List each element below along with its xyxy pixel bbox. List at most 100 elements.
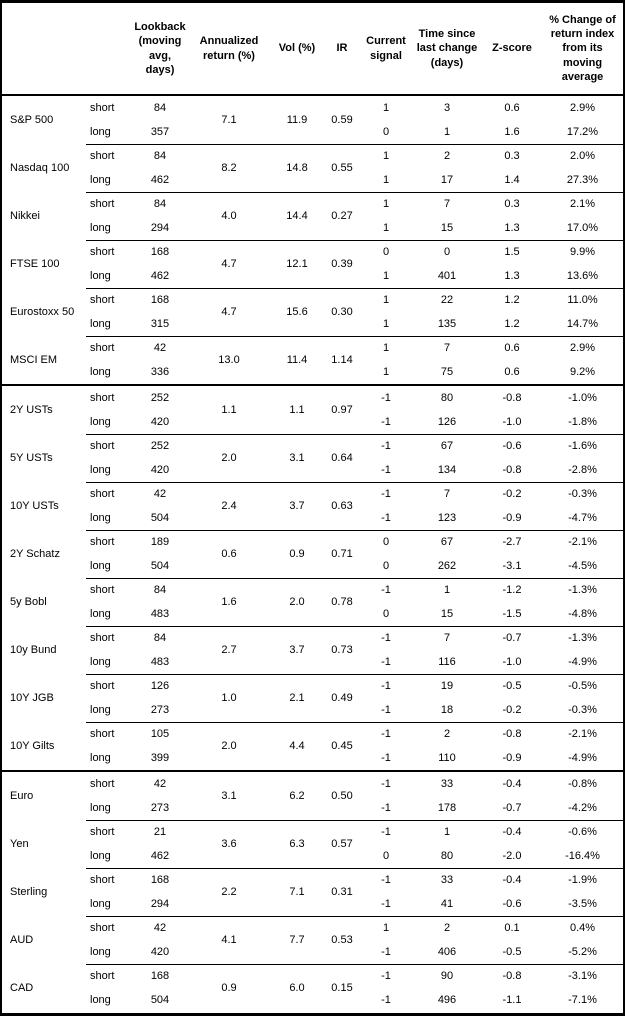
pct-change-value: 2.9%	[569, 102, 596, 114]
table-body: S&P 500 short 84 1 3 0.6 2.9% long 357 0 1 1.6 17.2%…	[2, 96, 623, 1013]
pct-change-value: 2.0%	[569, 150, 596, 162]
asset-name: 10Y USTs	[10, 500, 59, 512]
signal-value: -1	[381, 488, 391, 500]
pct-change-value: -4.9%	[568, 656, 597, 668]
z-score-value: -0.2	[502, 488, 522, 500]
z-score-value: 1.4	[504, 174, 520, 186]
signal-value: 1	[382, 174, 390, 186]
z-score-value: -0.6	[502, 440, 522, 452]
annualized-return-value: 4.1	[221, 934, 237, 946]
signal-value: 1	[382, 294, 390, 306]
time-since-value: 126	[437, 416, 457, 428]
pct-change-value: -0.6%	[568, 826, 597, 838]
row-divider	[86, 916, 623, 917]
lookback-value: 84	[153, 102, 167, 114]
pct-change-value: 9.9%	[569, 246, 596, 258]
row-divider	[86, 820, 623, 821]
time-since-value: 33	[440, 778, 454, 790]
signal-value: -1	[381, 778, 391, 790]
time-since-value: 496	[437, 994, 457, 1006]
signal-value: 0	[382, 126, 390, 138]
time-since-value: 15	[440, 608, 454, 620]
lookback-value: 189	[150, 536, 170, 548]
z-score-value: -1.1	[502, 994, 522, 1006]
lookback-value: 294	[150, 898, 170, 910]
lookback-value: 168	[150, 970, 170, 982]
lookback-value: 483	[150, 608, 170, 620]
vol-value: 7.7	[289, 934, 305, 946]
asset-block: 10Y JGB short 126 -1 19 -0.5 -0.5% long 273 -1 18 -…	[2, 674, 623, 722]
asset-name: S&P 500	[10, 114, 54, 126]
pct-change-value: -1.3%	[568, 632, 597, 644]
row-divider	[86, 288, 623, 289]
ir-value: 0.71	[331, 548, 353, 560]
z-score-value: 0.3	[504, 198, 520, 210]
row-divider	[86, 530, 623, 531]
z-score-value: 1.3	[504, 222, 520, 234]
z-score-value: -0.5	[502, 946, 522, 958]
leg-label: short	[90, 198, 115, 210]
z-score-value: -0.7	[502, 632, 522, 644]
z-score-value: -1.0	[502, 656, 522, 668]
time-since-value: 15	[440, 222, 454, 234]
lookback-value: 420	[150, 946, 170, 958]
z-score-value: -1.0	[502, 416, 522, 428]
time-since-value: 178	[437, 802, 457, 814]
z-score-value: -0.5	[502, 680, 522, 692]
lookback-value: 84	[153, 584, 167, 596]
z-score-value: -0.6	[502, 898, 522, 910]
pct-change-value: -5.2%	[568, 946, 597, 958]
lookback-value: 84	[153, 632, 167, 644]
pct-change-value: 0.4%	[569, 922, 596, 934]
signal-value: -1	[381, 464, 391, 476]
time-since-value: 2	[443, 150, 451, 162]
z-score-value: 1.3	[504, 270, 520, 282]
lookback-value: 273	[150, 704, 170, 716]
pct-change-value: -4.8%	[568, 608, 597, 620]
signal-value: -1	[381, 752, 391, 764]
signal-value: 0	[382, 850, 390, 862]
z-score-value: 0.6	[504, 102, 520, 114]
time-since-value: 2	[443, 922, 451, 934]
vol-value: 2.0	[289, 596, 305, 608]
asset-block: Yen short 21 -1 1 -0.4 -0.6% long 462 0 80 -2.0 -16.…	[2, 820, 623, 868]
signal-value: -1	[381, 512, 391, 524]
z-score-value: 0.6	[504, 342, 520, 354]
ir-value: 0.15	[331, 982, 353, 994]
lookback-value: 168	[150, 874, 170, 886]
row-divider	[86, 578, 623, 579]
signal-value: 1	[382, 150, 390, 162]
time-since-value: 0	[443, 246, 451, 258]
z-score-value: 1.5	[504, 246, 520, 258]
pct-change-value: 17.0%	[566, 222, 599, 234]
signal-value: -1	[381, 656, 391, 668]
row-divider	[86, 434, 623, 435]
vol-value: 3.7	[289, 500, 305, 512]
lookback-value: 462	[150, 174, 170, 186]
time-since-value: 7	[443, 632, 451, 644]
time-since-value: 401	[437, 270, 457, 282]
time-since-value: 41	[440, 898, 454, 910]
lookback-value: 42	[153, 922, 167, 934]
leg-label: long	[90, 126, 111, 138]
time-since-value: 1	[443, 584, 451, 596]
pct-change-value: -7.1%	[568, 994, 597, 1006]
asset-block: Nikkei short 84 1 7 0.3 2.1% long 294 1 15 1.3 17.0%…	[2, 192, 623, 240]
pct-change-value: -3.1%	[568, 970, 597, 982]
signal-value: 0	[382, 536, 390, 548]
z-score-value: 0.1	[504, 922, 520, 934]
leg-label: short	[90, 102, 115, 114]
ir-value: 0.53	[331, 934, 353, 946]
pct-change-value: -1.9%	[568, 874, 597, 886]
time-since-value: 1	[443, 126, 451, 138]
pct-change-value: 9.2%	[569, 366, 596, 378]
header-ir: IR	[336, 42, 348, 55]
vol-value: 6.3	[289, 838, 305, 850]
asset-block: Nasdaq 100 short 84 1 2 0.3 2.0% long 462 1 17 1.4 2…	[2, 144, 623, 192]
pct-change-value: -0.3%	[568, 488, 597, 500]
signal-value: 1	[382, 318, 390, 330]
row-divider	[86, 336, 623, 337]
lookback-value: 42	[153, 488, 167, 500]
vol-value: 0.9	[289, 548, 305, 560]
ir-value: 0.27	[331, 210, 353, 222]
